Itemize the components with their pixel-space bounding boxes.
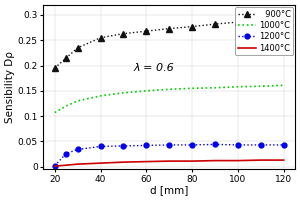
X-axis label: d [mm]: d [mm] — [150, 185, 188, 195]
Line: 1400°C: 1400°C — [55, 160, 284, 166]
1200°C — [167, 144, 171, 146]
Legend:   900°C, 1000°C, 1200°C, 1400°C: 900°C, 1000°C, 1200°C, 1400°C — [235, 7, 293, 55]
1000°C — [282, 84, 286, 86]
1000°C — [76, 100, 80, 102]
1200°C — [122, 145, 125, 147]
1200°C — [190, 144, 194, 146]
1200°C — [53, 164, 57, 167]
Line:   900°C: 900°C — [52, 14, 286, 71]
1000°C — [167, 88, 171, 91]
1400°C — [236, 159, 240, 162]
  900°C — [53, 67, 57, 69]
1400°C — [76, 163, 80, 165]
1000°C — [236, 86, 240, 88]
  900°C — [236, 21, 240, 23]
Line: 1200°C: 1200°C — [52, 142, 286, 168]
1200°C — [145, 144, 148, 147]
1400°C — [259, 159, 262, 161]
1000°C — [145, 90, 148, 92]
1400°C — [167, 160, 171, 162]
1000°C — [99, 95, 102, 97]
1200°C — [76, 148, 80, 151]
1200°C — [99, 145, 102, 148]
1400°C — [99, 162, 102, 164]
  900°C — [76, 47, 80, 49]
  900°C — [167, 27, 171, 30]
1400°C — [122, 161, 125, 163]
  900°C — [64, 57, 68, 59]
  900°C — [99, 37, 102, 39]
1000°C — [122, 92, 125, 94]
  900°C — [145, 30, 148, 32]
1400°C — [213, 159, 217, 162]
1200°C — [236, 144, 240, 146]
  900°C — [213, 23, 217, 25]
1400°C — [190, 160, 194, 162]
1200°C — [282, 144, 286, 146]
1000°C — [190, 87, 194, 89]
  900°C — [259, 18, 262, 21]
  900°C — [122, 32, 125, 35]
1400°C — [53, 165, 57, 167]
1000°C — [53, 111, 57, 114]
  900°C — [282, 15, 286, 18]
1400°C — [64, 164, 68, 166]
Text: λ = 0.6: λ = 0.6 — [134, 63, 175, 73]
1200°C — [64, 152, 68, 155]
1200°C — [213, 143, 217, 146]
1400°C — [282, 159, 286, 161]
1000°C — [259, 85, 262, 87]
1000°C — [213, 87, 217, 89]
  900°C — [190, 25, 194, 28]
Line: 1000°C: 1000°C — [55, 85, 284, 113]
1000°C — [64, 105, 68, 107]
1400°C — [145, 160, 148, 163]
1200°C — [259, 144, 262, 146]
Y-axis label: Sensibility Dρ: Sensibility Dρ — [5, 51, 15, 123]
